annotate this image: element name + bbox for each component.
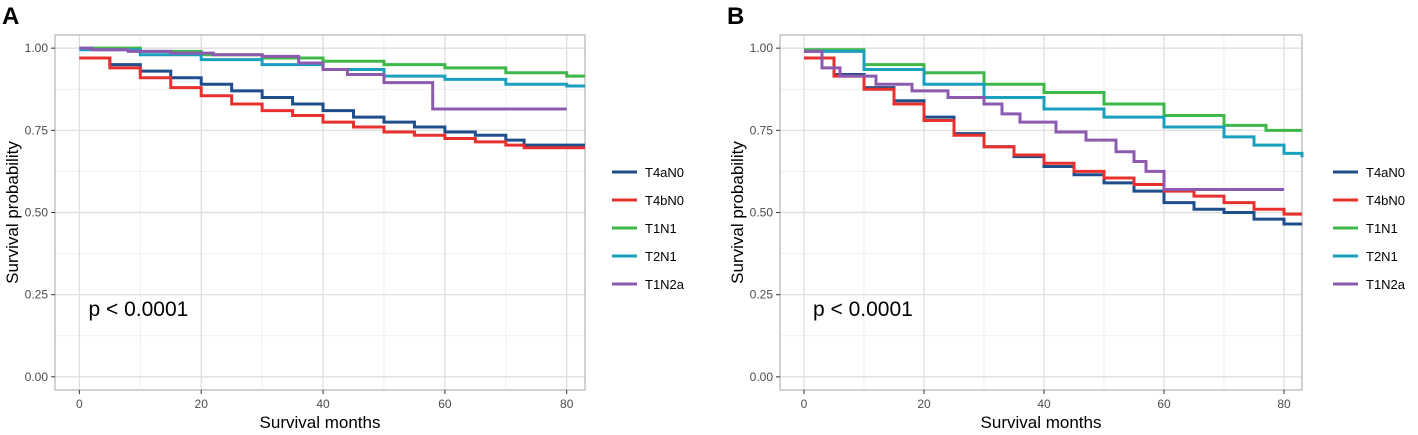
x-tick-label: 40 xyxy=(316,397,330,411)
curve-t4an0 xyxy=(79,56,585,147)
legend: T4aN0 T4bN0 T1N1 T2N1 T1N2a xyxy=(1333,165,1406,292)
x-tick-label: 60 xyxy=(438,397,452,411)
p-value-annotation: p < 0.0001 xyxy=(89,298,189,321)
curve-t2n1 xyxy=(79,48,585,88)
curve-t1n1 xyxy=(79,46,585,78)
legend-label: T1N2a xyxy=(1366,277,1406,292)
y-tick-label: 0.00 xyxy=(25,370,49,384)
legend-label: T4aN0 xyxy=(1366,165,1405,180)
panel-label: B xyxy=(727,3,744,30)
curve-t1n2a xyxy=(79,46,567,111)
y-tick-label: 0.50 xyxy=(750,206,774,220)
curve-t1n1 xyxy=(804,48,1302,132)
legend-label: T1N1 xyxy=(645,221,677,236)
x-tick-label: 20 xyxy=(917,397,931,411)
y-axis-title: Survival probability xyxy=(3,141,22,284)
panel-a: A 0 20 40 60 80 0.00 0.25 0.50 0.75 1.00 Survival m… xyxy=(2,3,685,432)
x-tick-label: 0 xyxy=(76,397,83,411)
curve-t4bn0 xyxy=(79,56,585,150)
legend-label: T1N1 xyxy=(1366,221,1398,236)
x-axis-title: Survival months xyxy=(981,413,1102,432)
survival-curves xyxy=(79,46,585,150)
survival-curves xyxy=(804,48,1304,226)
legend-label: T4bN0 xyxy=(645,193,684,208)
curve-t1n2a xyxy=(804,49,1284,191)
legend-label: T1N2a xyxy=(645,277,685,292)
y-tick-label: 0.75 xyxy=(25,123,49,137)
legend: T4aN0 T4bN0 T1N1 T2N1 T1N2a xyxy=(612,165,685,292)
y-tick-label: 0.50 xyxy=(25,206,49,220)
p-value-annotation: p < 0.0001 xyxy=(813,298,913,321)
x-tick-label: 80 xyxy=(1277,397,1291,411)
legend-label: T2N1 xyxy=(1366,249,1398,264)
y-tick-label: 0.75 xyxy=(750,123,774,137)
major-gridlines xyxy=(780,35,1302,390)
y-tick-label: 0.25 xyxy=(25,288,49,302)
y-tick-label: 1.00 xyxy=(25,41,49,55)
legend-label: T2N1 xyxy=(645,249,677,264)
panel-b: B 0 20 40 60 80 0.00 0.25 0.50 0.75 1.00 Survival m… xyxy=(727,3,1406,432)
curve-t4bn0 xyxy=(804,56,1302,216)
x-tick-label: 0 xyxy=(801,397,808,411)
y-tick-label: 0.00 xyxy=(750,370,774,384)
x-tick-label: 60 xyxy=(1157,397,1171,411)
legend-label: T4bN0 xyxy=(1366,193,1405,208)
x-axis-title: Survival months xyxy=(260,413,381,432)
major-gridlines xyxy=(55,35,585,390)
curve-t2n1 xyxy=(804,49,1304,158)
legend-label: T4aN0 xyxy=(645,165,684,180)
x-tick-label: 80 xyxy=(560,397,574,411)
x-tick-label: 20 xyxy=(195,397,209,411)
y-axis-title: Survival probability xyxy=(728,141,747,284)
x-tick-label: 40 xyxy=(1037,397,1051,411)
y-tick-label: 1.00 xyxy=(750,41,774,55)
y-tick-label: 0.25 xyxy=(750,288,774,302)
panel-label: A xyxy=(2,3,19,30)
